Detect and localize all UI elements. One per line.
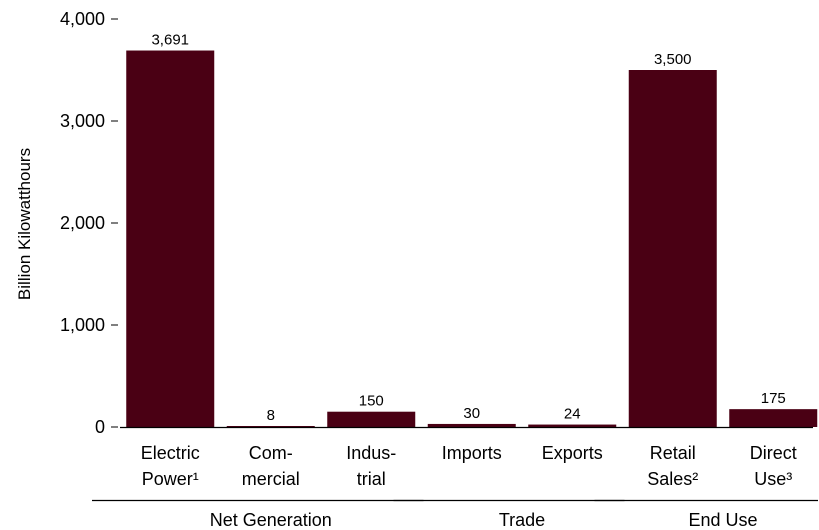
y-axis: 0 1,000 2,000 3,000 4,000 bbox=[60, 9, 118, 437]
x-category-label: trial bbox=[357, 469, 386, 489]
group-label: Net Generation bbox=[210, 510, 332, 530]
bar bbox=[628, 70, 717, 427]
x-category-label: Retail bbox=[650, 443, 696, 463]
bar-value-label: 24 bbox=[564, 406, 581, 423]
x-category-label: Use³ bbox=[754, 469, 792, 489]
bar bbox=[729, 409, 818, 427]
y-tick-label: 1,000 bbox=[60, 315, 105, 335]
x-category-label: Imports bbox=[442, 443, 502, 463]
bar-value-label: 3,691 bbox=[151, 32, 189, 49]
x-category-label: Power¹ bbox=[142, 469, 199, 489]
bar-value-label: 175 bbox=[761, 390, 786, 407]
x-category-label: Indus- bbox=[346, 443, 396, 463]
y-axis-label: Billion Kilowatthours bbox=[15, 148, 34, 300]
x-category-label: Electric bbox=[141, 443, 200, 463]
x-category-label: Sales² bbox=[647, 469, 698, 489]
y-tick-label: 2,000 bbox=[60, 213, 105, 233]
y-tick-label: 3,000 bbox=[60, 111, 105, 131]
bar-value-label: 30 bbox=[463, 405, 480, 422]
y-tick-label: 4,000 bbox=[60, 9, 105, 29]
bar-value-label: 8 bbox=[267, 407, 275, 424]
bar bbox=[126, 50, 215, 427]
category-groups: Net Generation Trade End Use bbox=[92, 499, 818, 530]
bar-value-label: 3,500 bbox=[654, 51, 692, 68]
bar-value-label: 150 bbox=[359, 393, 384, 410]
bar bbox=[226, 426, 315, 427]
x-category-label: mercial bbox=[242, 469, 300, 489]
group-label: End Use bbox=[688, 510, 757, 530]
x-category-label: Exports bbox=[542, 443, 603, 463]
bar bbox=[427, 423, 516, 427]
group-label: Trade bbox=[499, 510, 545, 530]
bar bbox=[327, 411, 416, 427]
bars: 3,691 8 150 30 24 3,500 175 bbox=[120, 32, 818, 429]
x-category-label: Direct bbox=[750, 443, 797, 463]
bar bbox=[528, 424, 617, 427]
y-tick-label: 0 bbox=[95, 417, 105, 437]
x-category-label: Com- bbox=[249, 443, 293, 463]
x-axis-labels: Electric Power¹ Com-mercial Indus-trial Impo… bbox=[141, 443, 797, 489]
